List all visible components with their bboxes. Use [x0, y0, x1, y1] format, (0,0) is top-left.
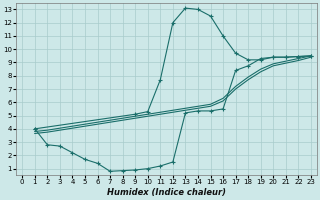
X-axis label: Humidex (Indice chaleur): Humidex (Indice chaleur) [107, 188, 226, 197]
